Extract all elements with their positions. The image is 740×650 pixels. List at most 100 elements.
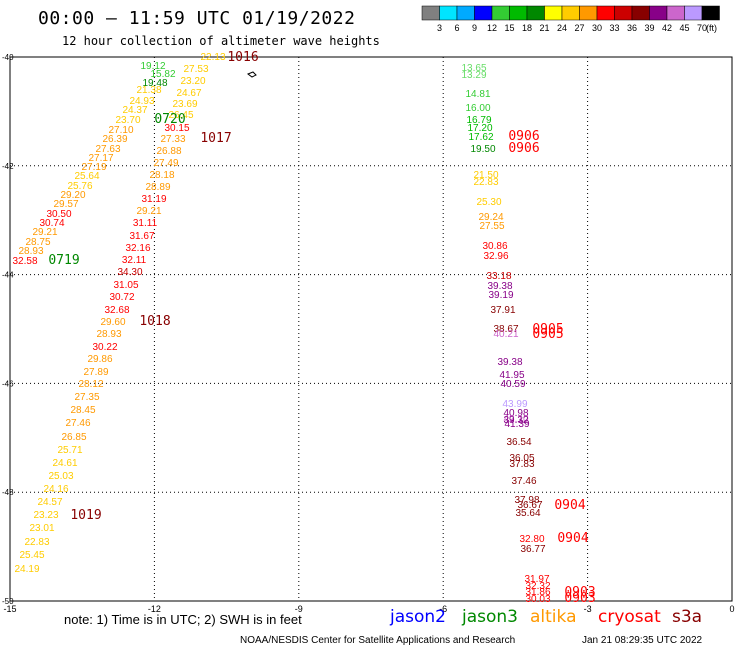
wave-height-label: 30.22 (92, 342, 117, 353)
wave-height-label: 16.79 (466, 115, 491, 126)
wave-height-label: 32.68 (104, 305, 129, 316)
wave-height-label: 39.32 (503, 415, 528, 426)
wave-height-label: 30.15 (164, 123, 189, 134)
time-label: 0904 (554, 498, 585, 513)
x-tick-label: -12 (148, 604, 161, 614)
wave-height-label: 31.97 (524, 574, 549, 585)
time-label: 0720 (154, 112, 185, 127)
colorbar-tick-label: 42 (662, 23, 672, 33)
wave-height-label: 28.93 (96, 329, 121, 340)
wave-height-label: 31.05 (113, 280, 138, 291)
wave-height-label: 13.29 (461, 70, 486, 81)
wave-height-label: 31.67 (129, 231, 154, 242)
wave-height-label: 24.93 (129, 96, 154, 107)
wave-height-label: 31.11 (133, 218, 158, 229)
wave-height-label: 30.86 (482, 241, 507, 252)
wave-height-label: 30.50 (46, 209, 71, 220)
wave-height-label: 36.67 (517, 500, 542, 511)
satellite-legend-cryosat: cryosat (598, 607, 661, 627)
wave-height-label: 39.19 (488, 290, 513, 301)
wave-height-label: 14.81 (465, 89, 490, 100)
time-label: 0906 (508, 129, 539, 144)
wave-height-label: 29.60 (100, 317, 125, 328)
plot-frame (9, 56, 733, 602)
satellite-legend-s3a: s3a (672, 607, 703, 627)
wave-height-label: 23.01 (29, 523, 54, 534)
colorbar-tick-label: 70 (697, 23, 707, 33)
satellite-legend-jason2: jason2 (390, 607, 446, 627)
colorbar-tick-label: 6 (454, 23, 459, 33)
wave-height-label: 34.30 (117, 267, 142, 278)
wave-height-label: 28.12 (78, 379, 103, 390)
wave-height-label: 38.67 (493, 324, 518, 335)
x-tick-label: -9 (295, 604, 303, 614)
wave-height-label: 40.98 (503, 408, 528, 419)
satellite-legend-jason3: jason3 (462, 607, 518, 627)
colorbar-tick-label: 21 (539, 23, 549, 33)
wave-height-label: 33.18 (486, 271, 511, 282)
note-text: note: 1) Time is in UTC; 2) SWH is in fe… (64, 612, 302, 627)
wave-height-label: 42.10 (503, 414, 528, 425)
wave-height-label: 25.30 (476, 197, 501, 208)
wave-height-label: 37.83 (509, 459, 534, 470)
wave-height-label: 28.89 (145, 182, 170, 193)
colorbar-tick-label: 12 (487, 23, 497, 33)
footer-credit: NOAA/NESDIS Center for Satellite Applica… (240, 635, 516, 646)
wave-height-label: 19.48 (142, 78, 167, 89)
page-title: 00:00 – 11:59 UTC 01/19/2022 (38, 8, 356, 29)
wave-height-label: 28.75 (25, 237, 50, 248)
wave-height-label: 27.46 (65, 418, 90, 429)
satellite-legend-altika: altika (530, 607, 577, 627)
time-label: 1016 (227, 50, 258, 65)
wave-height-label: 24.57 (37, 497, 62, 508)
wave-height-label: 27.63 (95, 144, 120, 155)
wave-height-label: 30.72 (109, 292, 134, 303)
wave-height-label: 15.82 (150, 69, 175, 80)
colorbar-tick-label: 39 (644, 23, 654, 33)
wave-height-label: 22.83 (24, 537, 49, 548)
x-tick-label: -3 (584, 604, 592, 614)
wave-height-label: 27.35 (74, 392, 99, 403)
wave-height-label: 25.45 (19, 550, 44, 561)
time-label: 0719 (48, 253, 79, 268)
color-scale-legend: 3 6 9 12 15 18 21 24 27 30 33 36 39 42 45 70(ft) (421, 5, 720, 33)
wave-height-label: 36.05 (509, 453, 534, 464)
wave-height-label: 25.64 (74, 171, 99, 182)
wave-height-label: 29.57 (53, 199, 78, 210)
wave-height-label: 36.54 (506, 437, 531, 448)
time-label: 1018 (139, 314, 170, 329)
wave-height-label: 22.83 (473, 177, 498, 188)
time-label: 1019 (70, 508, 101, 523)
wave-height-label: 41.95 (499, 370, 524, 381)
time-label: 1017 (200, 131, 231, 146)
wave-height-label: 23.70 (115, 115, 140, 126)
wave-height-label: 31.86 (525, 587, 550, 598)
wave-height-label: 30.74 (39, 218, 64, 229)
wave-height-label: 29.86 (87, 354, 112, 365)
time-label: 0905 (532, 322, 563, 337)
x-tick-label: -6 (439, 604, 447, 614)
wave-height-label: 27.10 (108, 125, 133, 136)
wave-height-label: 25.03 (48, 471, 73, 482)
wave-height-label: 39.38 (487, 281, 512, 292)
wave-height-label: 25.76 (67, 181, 92, 192)
wave-height-label: 22.13 (200, 52, 225, 63)
x-tick-label: 0 (729, 604, 734, 614)
wave-height-label: 27.19 (81, 162, 106, 173)
wave-height-label: 32.11 (122, 255, 147, 266)
time-label: 0903 (564, 585, 595, 600)
wave-height-label: 27.49 (153, 158, 178, 169)
colorbar-tick-label: 18 (522, 23, 532, 33)
island-outline (246, 71, 257, 78)
wave-height-label: 27.17 (88, 153, 113, 164)
wave-height-label: 16.00 (465, 103, 490, 114)
wave-height-label: 29.20 (60, 190, 85, 201)
wave-height-label: 29.21 (136, 206, 161, 217)
wave-height-label: 27.53 (183, 64, 208, 75)
wave-height-label: 26.88 (156, 146, 181, 157)
wave-height-label: 36.77 (520, 544, 545, 555)
wave-height-label: 35.64 (515, 508, 540, 519)
colorbar-tick-label: 27 (574, 23, 584, 33)
wave-height-label: 26.85 (61, 432, 86, 443)
